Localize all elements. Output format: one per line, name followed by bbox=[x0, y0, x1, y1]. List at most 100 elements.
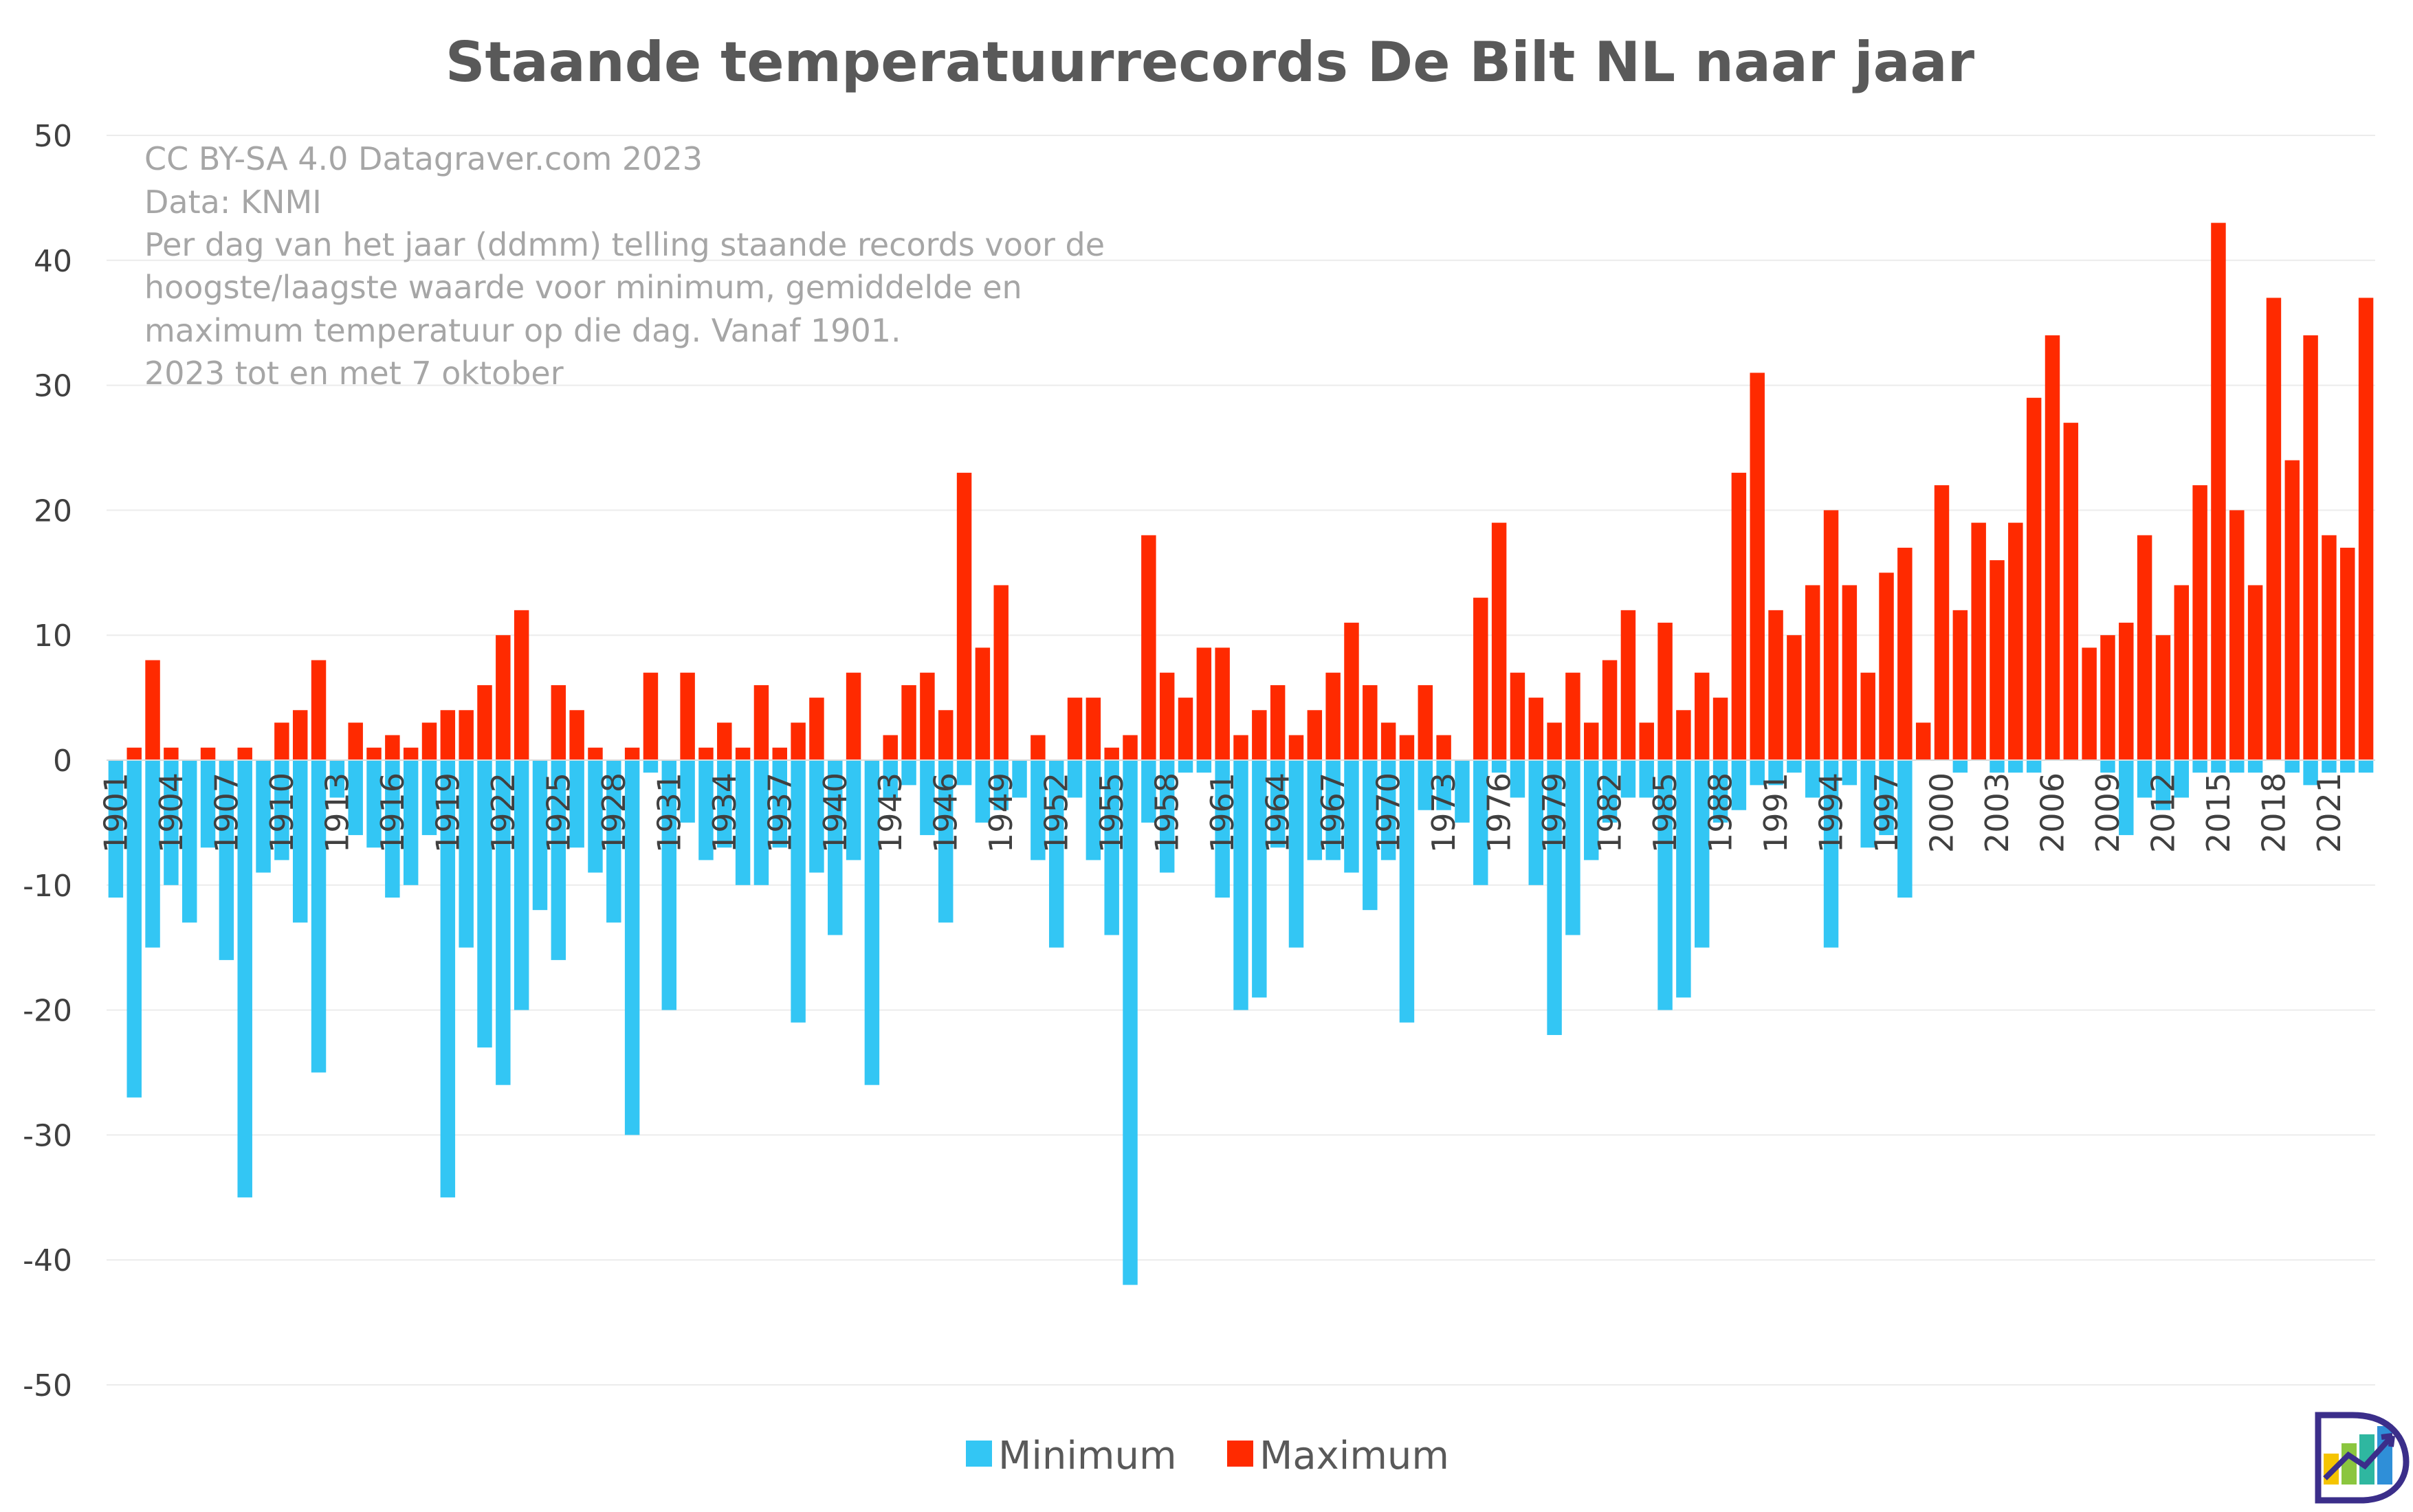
x-tick-label: 1964 bbox=[1259, 772, 1297, 853]
bar-minimum-1957 bbox=[1141, 760, 1156, 823]
bar-minimum-1931 bbox=[661, 760, 677, 1010]
x-tick-label: 1967 bbox=[1314, 772, 1352, 853]
bar-minimum-1945 bbox=[920, 760, 935, 836]
bar-minimum-2005 bbox=[2026, 760, 2042, 773]
bar-maximum-2007 bbox=[2063, 423, 2079, 760]
bar-maximum-1915 bbox=[366, 747, 382, 760]
bar-maximum-1995 bbox=[1842, 585, 1858, 760]
bar-maximum-1955 bbox=[1104, 747, 1119, 760]
bar-minimum-1963 bbox=[1252, 760, 1267, 998]
x-tick-label: 1904 bbox=[153, 772, 190, 853]
bar-maximum-2018 bbox=[2266, 298, 2282, 761]
x-tick-label: 1976 bbox=[1481, 772, 1518, 853]
bar-minimum-1984 bbox=[1639, 760, 1654, 798]
bar-minimum-1951 bbox=[1031, 760, 1046, 860]
bar-minimum-1971 bbox=[1399, 760, 1415, 1023]
bar-minimum-1930 bbox=[643, 760, 659, 773]
bar-minimum-1925 bbox=[551, 760, 566, 960]
bar-maximum-1963 bbox=[1252, 710, 1267, 760]
bar-maximum-1979 bbox=[1547, 722, 1562, 760]
y-tick-label: 20 bbox=[34, 493, 72, 529]
bar-minimum-1980 bbox=[1565, 760, 1580, 935]
bar-minimum-2017 bbox=[2247, 760, 2263, 773]
bar-minimum-1910 bbox=[274, 760, 289, 860]
bar-maximum-1927 bbox=[588, 747, 603, 760]
bar-minimum-1947 bbox=[956, 760, 972, 786]
x-tick-label: 1925 bbox=[540, 772, 577, 853]
bar-maximum-1976 bbox=[1491, 522, 1507, 760]
bar-maximum-1981 bbox=[1584, 722, 1599, 760]
legend-swatch-maximum bbox=[1227, 1441, 1253, 1467]
bar-minimum-1995 bbox=[1842, 760, 1858, 786]
bar-minimum-1992 bbox=[1787, 760, 1802, 773]
x-tick-label: 2021 bbox=[2311, 772, 2348, 853]
bar-maximum-1937 bbox=[772, 747, 787, 760]
bar-maximum-1911 bbox=[292, 710, 308, 760]
bar-maximum-1978 bbox=[1528, 698, 1543, 760]
x-tick-label: 1973 bbox=[1425, 772, 1462, 853]
bar-minimum-2011 bbox=[2137, 760, 2152, 798]
bar-minimum-1920 bbox=[459, 760, 474, 948]
x-tick-label: 1943 bbox=[872, 772, 909, 853]
bar-maximum-2008 bbox=[2082, 647, 2097, 760]
bar-maximum-1982 bbox=[1602, 660, 1618, 760]
bar-minimum-2015 bbox=[2211, 760, 2226, 773]
bar-maximum-1992 bbox=[1787, 635, 1802, 760]
bar-minimum-2023 bbox=[2358, 760, 2374, 773]
bar-maximum-1941 bbox=[846, 672, 861, 760]
bar-maximum-1985 bbox=[1657, 623, 1673, 760]
bar-maximum-1908 bbox=[237, 747, 252, 760]
y-tick-label: 50 bbox=[34, 119, 72, 154]
bar-minimum-2001 bbox=[1952, 760, 1968, 773]
y-tick-label: 30 bbox=[34, 369, 72, 404]
bar-maximum-2002 bbox=[1971, 522, 1986, 760]
bar-minimum-1936 bbox=[753, 760, 769, 885]
bar-maximum-1923 bbox=[514, 610, 529, 760]
bar-maximum-1958 bbox=[1159, 672, 1175, 760]
x-tick-label: 1919 bbox=[429, 772, 466, 853]
bar-maximum-2000 bbox=[1934, 485, 1950, 760]
bar-minimum-1990 bbox=[1750, 760, 1765, 786]
bar-minimum-1950 bbox=[1012, 760, 1027, 798]
x-tick-label: 1991 bbox=[1757, 772, 1794, 853]
bar-maximum-1904 bbox=[164, 747, 179, 760]
x-tick-label: 1910 bbox=[263, 772, 300, 853]
x-tick-label: 1952 bbox=[1038, 772, 1075, 853]
x-tick-label: 2003 bbox=[1979, 772, 2016, 853]
legend: Minimum Maximum bbox=[966, 1434, 1449, 1478]
bar-minimum-1940 bbox=[828, 760, 843, 935]
legend-label-minimum: Minimum bbox=[998, 1434, 1177, 1478]
bar-maximum-2001 bbox=[1952, 610, 1968, 760]
bar-minimum-1998 bbox=[1897, 760, 1913, 898]
bar-maximum-1964 bbox=[1270, 685, 1286, 760]
bar-maximum-1917 bbox=[403, 747, 419, 760]
bar-minimum-1928 bbox=[606, 760, 621, 923]
bar-maximum-1991 bbox=[1768, 610, 1783, 760]
bar-maximum-1972 bbox=[1418, 685, 1433, 760]
bar-maximum-1935 bbox=[735, 747, 751, 760]
bar-minimum-1970 bbox=[1380, 760, 1396, 860]
bar-maximum-1996 bbox=[1860, 672, 1875, 760]
bar-minimum-1953 bbox=[1067, 760, 1083, 798]
bar-maximum-1936 bbox=[753, 685, 769, 760]
bar-minimum-1959 bbox=[1178, 760, 1193, 773]
bar-minimum-1962 bbox=[1233, 760, 1248, 1010]
x-tick-label: 1949 bbox=[982, 772, 1020, 853]
bar-minimum-2019 bbox=[2284, 760, 2300, 773]
bar-maximum-2022 bbox=[2340, 547, 2355, 760]
x-tick-label: 1913 bbox=[318, 772, 355, 853]
bar-minimum-1913 bbox=[329, 760, 345, 798]
bar-maximum-1957 bbox=[1141, 535, 1156, 760]
bar-maximum-1962 bbox=[1233, 735, 1248, 760]
bar-minimum-1935 bbox=[735, 760, 751, 885]
bar-minimum-2020 bbox=[2303, 760, 2318, 786]
bar-maximum-2021 bbox=[2322, 535, 2337, 760]
bar-maximum-1903 bbox=[145, 660, 160, 760]
y-tick-label: -50 bbox=[23, 1368, 72, 1403]
bar-minimum-1918 bbox=[421, 760, 437, 836]
bar-minimum-1975 bbox=[1473, 760, 1488, 885]
bar-minimum-1944 bbox=[901, 760, 916, 786]
bar-maximum-1970 bbox=[1380, 722, 1396, 760]
y-tick-label: -10 bbox=[23, 869, 72, 904]
